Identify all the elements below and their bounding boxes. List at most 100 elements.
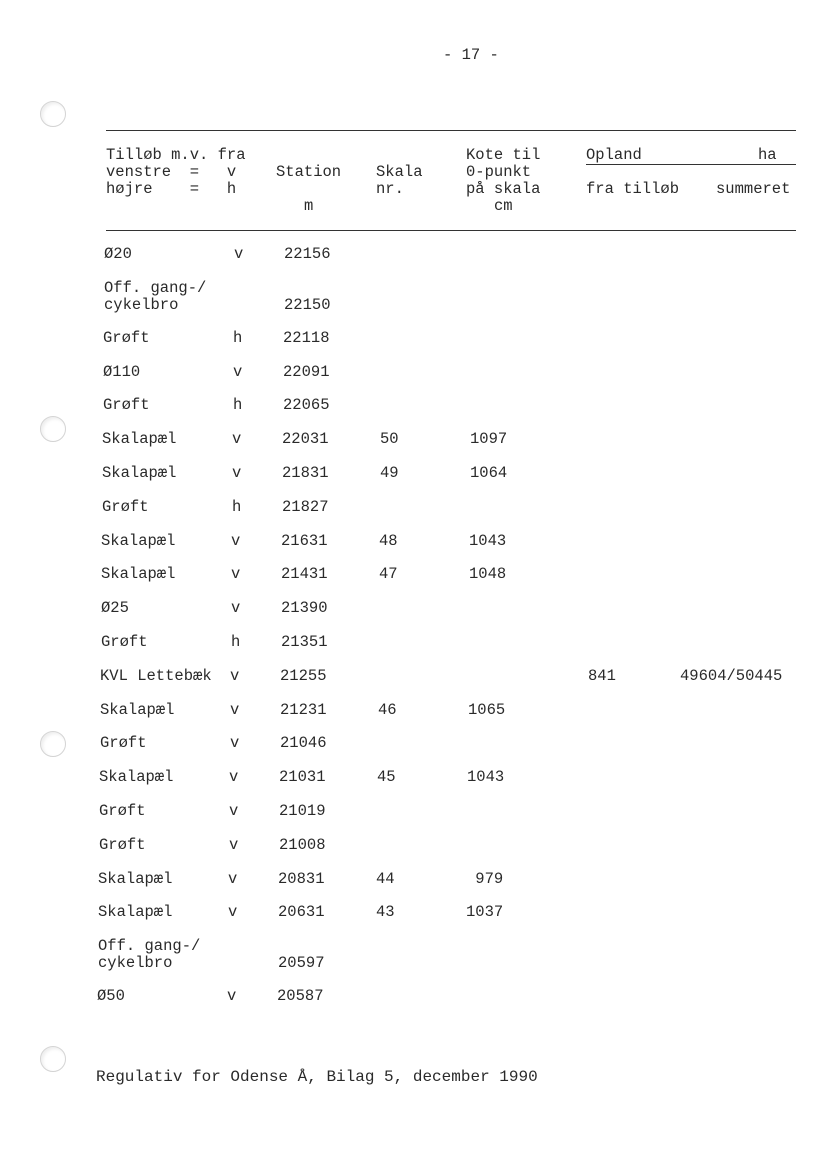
row-station: 21008 [279,835,326,854]
row-station: 21827 [282,497,329,516]
row-side: v [231,599,241,618]
row-station: 22156 [284,245,331,263]
row-kote: 1043 [469,531,507,550]
row-name: Grøft [103,328,150,347]
row-name: Skalapæl [100,700,175,719]
row-station: 20587 [277,987,324,1006]
row-name: Grøft [99,835,146,854]
header-0punkt: 0-punkt [466,163,532,181]
row-station: 21046 [280,734,327,753]
row-side: h [232,497,242,516]
row-kote: 1064 [470,464,508,482]
row-side: v [230,734,240,753]
row-kote: 1043 [467,768,505,787]
header-skala-nr: nr. [376,180,404,198]
table-header-rule [106,230,796,231]
header-kote-unit: cm [494,197,513,215]
row-station: 21390 [281,599,328,618]
row-station: 21631 [281,531,328,550]
header-pa-skala: på skala [466,180,541,198]
row-name: KVL Lettebæk [100,666,212,685]
row-name: Grøft [101,633,148,651]
row-name: Grøft [99,802,146,820]
row-station: 20597 [278,954,325,973]
header-kote: Kote til [466,146,541,164]
row-side: v [229,802,239,820]
header-fra-tillob: fra tilløb [586,180,680,198]
row-station: 21231 [280,700,327,719]
row-side: v [230,666,240,685]
row-name: Skalapæl [98,903,173,922]
row-name: Off. gang-/ [104,278,207,297]
row-name: Skalapæl [101,565,176,584]
row-kote: 1048 [469,565,507,584]
row-station: 22091 [283,362,330,381]
row-fra: 841 [588,666,616,685]
row-side: h [233,328,243,347]
header-venstre: venstre = v [106,163,237,181]
row-side: v [228,869,238,888]
row-kote: 979 [466,869,504,888]
row-name: cykelbro [104,295,179,314]
row-station: 21351 [281,633,328,651]
row-side: v [233,362,243,381]
punch-hole [40,416,66,442]
row-skala: 43 [376,903,395,922]
row-name: Grøft [100,734,147,753]
row-name: Skalapæl [101,531,176,550]
row-name: Ø20 [104,245,132,263]
row-side: v [229,835,239,854]
punch-hole [40,101,66,127]
row-kote: 1097 [470,430,508,449]
row-side: v [229,768,239,787]
row-side: v [234,245,244,263]
punch-hole [40,731,66,757]
header-hojre: højre = h [106,180,237,198]
table-top-rule [106,130,796,131]
header-station-unit: m [304,197,314,215]
header-tillob: Tilløb m.v. fra [106,146,246,164]
row-side: h [231,633,241,651]
header-opland: Opland [586,146,642,164]
page-number: - 17 - [443,46,499,64]
row-station: 21031 [279,768,326,787]
row-side: v [228,903,238,922]
row-name: Skalapæl [99,768,174,787]
row-skala: 44 [376,869,395,888]
row-side: v [232,464,242,482]
row-station: 22031 [282,430,329,449]
row-sum: 49604/50445 [680,666,783,685]
row-name: Ø50 [97,987,125,1006]
header-opland-unit: ha [758,146,777,164]
row-name: Grøft [102,497,149,516]
row-name: Ø25 [101,599,129,618]
opland-underline [586,147,796,165]
row-side: v [231,565,241,584]
row-name: Grøft [103,396,150,415]
row-skala: 48 [379,531,398,550]
header-station: Station [276,163,342,181]
header-skala: Skala [376,163,423,181]
row-side: v [227,987,237,1006]
row-skala: 50 [380,430,399,449]
row-skala: 49 [380,464,399,482]
footer-text: Regulativ for Odense Å, Bilag 5, decembe… [96,1068,538,1086]
row-name: Skalapæl [98,869,173,888]
row-side: v [232,430,242,449]
row-station: 22150 [284,295,331,314]
row-skala: 46 [378,700,397,719]
row-kote: 1037 [466,903,504,922]
row-station: 20831 [278,869,325,888]
row-station: 21831 [282,464,329,482]
row-name: Ø110 [103,362,141,381]
row-name: cykelbro [98,954,173,973]
row-side: v [230,700,240,719]
row-skala: 45 [377,768,396,787]
row-station: 21019 [279,802,326,820]
row-skala: 47 [379,565,398,584]
row-station: 22065 [283,396,330,415]
row-station: 21255 [280,666,327,685]
row-station: 22118 [283,328,330,347]
row-side: v [231,531,241,550]
row-station: 21431 [281,565,328,584]
